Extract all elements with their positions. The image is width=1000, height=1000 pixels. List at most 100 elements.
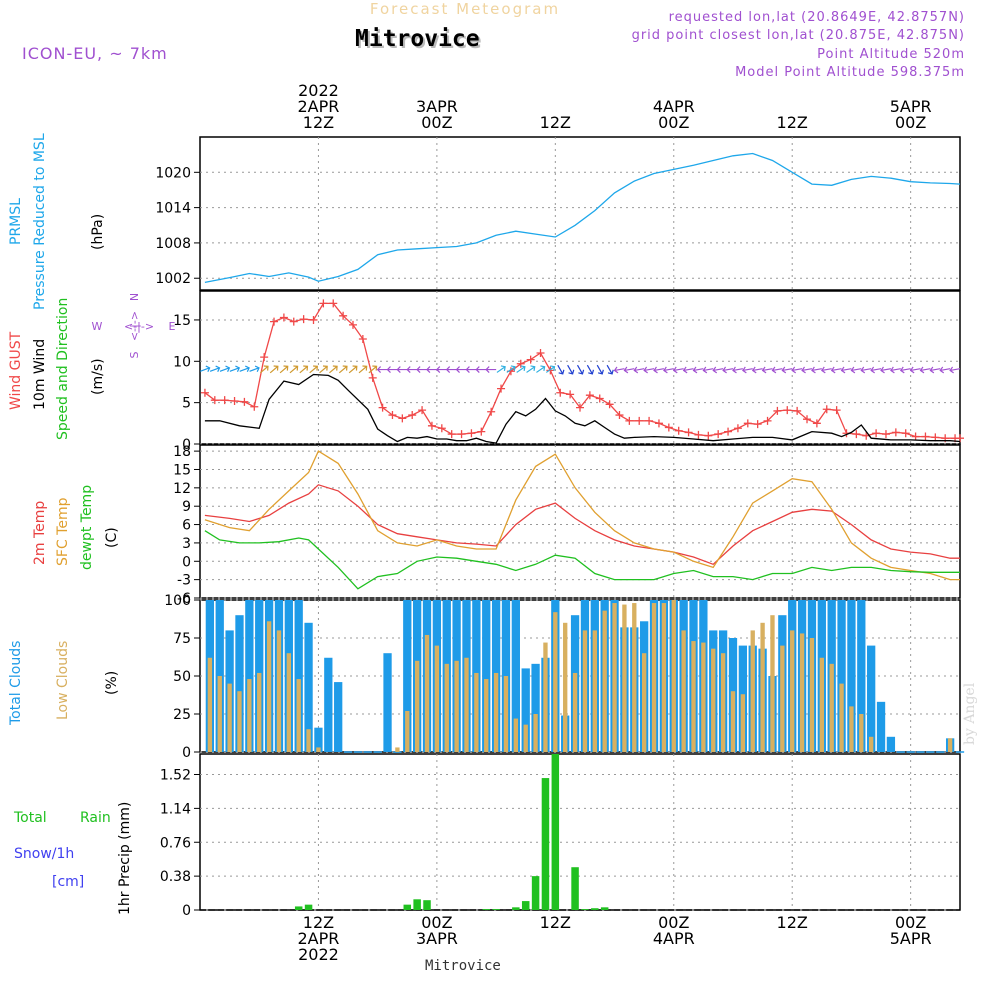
snow-unit-label: [cm] [52, 874, 85, 890]
rain-bar [571, 867, 579, 910]
wind-direction-arrow [596, 364, 604, 375]
wind-direction-arrow [259, 365, 269, 374]
low-cloud-bar [493, 672, 499, 752]
wind-direction-arrow [269, 365, 279, 374]
wind-arrow-shape [386, 366, 398, 373]
gust-marker [674, 426, 683, 435]
bottom-time-label: 00Z [658, 913, 689, 932]
gust-marker [279, 313, 288, 322]
gust-marker [230, 396, 239, 405]
gust-marker [457, 430, 466, 439]
low-cloud-bar [701, 642, 706, 752]
wind-direction-arrow [299, 365, 309, 374]
wind-arrow-shape [200, 365, 211, 372]
wind-arrow-shape [929, 366, 941, 374]
rain-bar [492, 909, 500, 910]
low-cloud-bar [799, 633, 805, 752]
wind-arrow-shape [643, 366, 655, 374]
gust-marker [901, 429, 910, 438]
requested-point-label: requested lon,lat (20.8649E, 42.8757N) [668, 10, 965, 25]
wind-arrow-shape [840, 366, 852, 374]
wind-direction-arrow [949, 366, 961, 374]
gust-marker [299, 315, 308, 324]
ytick-label: 15 [173, 313, 191, 329]
t2m-line [204, 484, 960, 566]
low-cloud-bar [434, 645, 440, 752]
compass-legend: W <-|-> E <-|-> N S [92, 293, 176, 359]
wind-direction-arrow [929, 366, 941, 374]
wind-arrow-shape [396, 366, 408, 373]
wind-direction-arrow [475, 366, 487, 373]
wind-direction-arrow [329, 365, 338, 374]
wind-direction-arrow [516, 365, 526, 373]
wind-direction-arrow [545, 365, 556, 373]
rain-bar [403, 904, 412, 910]
wind-arrow-shape [545, 365, 556, 373]
low-cloud-bar [612, 603, 617, 752]
wind-direction-arrow [781, 366, 793, 374]
wind-arrow-shape [761, 366, 773, 374]
wind-arrow-shape [909, 366, 921, 374]
wind-arrow-shape [209, 365, 221, 372]
bottom-time-label: 12Z [777, 913, 808, 932]
wind-direction-arrow [653, 366, 664, 374]
wind10-line [204, 373, 961, 444]
low-cloud-bar [947, 738, 953, 752]
wind-arrow-shape [633, 366, 645, 374]
gust-marker [348, 320, 357, 329]
wind-arrow-shape [239, 365, 250, 372]
wind-arrow-shape [269, 365, 279, 374]
point-altitude-label: Point Altitude 520m [817, 47, 965, 62]
wind-direction-arrow [939, 366, 951, 374]
ytick-label: 9 [182, 499, 191, 515]
ytick-label: 1.14 [160, 801, 191, 817]
ytick-label: -3 [177, 573, 191, 589]
wind-arrow-shape [613, 366, 625, 374]
bottom-time-label: 12Z [303, 913, 334, 932]
wind-arrow-shape [475, 366, 487, 373]
gust-marker [585, 391, 594, 400]
gust-marker [625, 416, 634, 425]
low-cloud-bar [296, 679, 301, 752]
gust-marker [911, 432, 920, 441]
low-cloud-bar [464, 657, 469, 752]
wind-arrow-shape [376, 366, 388, 373]
ytick-label: 75 [173, 631, 191, 647]
wind-arrow-shape [358, 365, 368, 374]
low-cloud-bar [414, 660, 420, 752]
wind-arrow-shape [485, 366, 497, 373]
top-time-label: 5APR [890, 97, 932, 116]
bottom-time-label: 5APR [890, 929, 932, 948]
bottom-time-label: 2APR [297, 929, 339, 948]
low-cloud-bar [286, 653, 292, 752]
low-cloud-bar [671, 600, 676, 752]
ytick-label: 5 [182, 396, 191, 412]
gust-marker [763, 416, 772, 425]
low-cloud-bar [819, 657, 824, 752]
total-cloud-bar [837, 600, 846, 752]
wind-arrow-shape [692, 366, 704, 374]
wind-direction-arrow [435, 366, 447, 373]
gust-marker [724, 427, 733, 436]
station-title: Mitrovice [355, 26, 480, 52]
low-cloud-bar [622, 604, 627, 752]
ytick-label: 50 [173, 669, 191, 685]
ytick-label: 0 [182, 903, 191, 919]
low-cloud-bar [405, 710, 410, 752]
wind-arrow-shape [919, 366, 931, 374]
wind-direction-arrow [485, 366, 497, 373]
wind-arrow-shape [880, 366, 892, 374]
low-cloud-bar [543, 642, 548, 752]
low-cloud-bar [859, 714, 864, 752]
wind-direction-arrow [771, 366, 783, 374]
wind-direction-arrow [506, 365, 516, 373]
low-cloud-bar [711, 648, 716, 752]
gust-marker [536, 349, 545, 358]
wind-arrow-shape [496, 365, 506, 373]
gust-marker [793, 406, 802, 415]
wind-direction-arrow [376, 366, 388, 373]
wind-arrow-shape [820, 366, 832, 374]
compass-ns-arrow: <-|-> [128, 311, 141, 341]
wind-arrow-shape [368, 365, 378, 374]
rain-bar [482, 909, 490, 910]
